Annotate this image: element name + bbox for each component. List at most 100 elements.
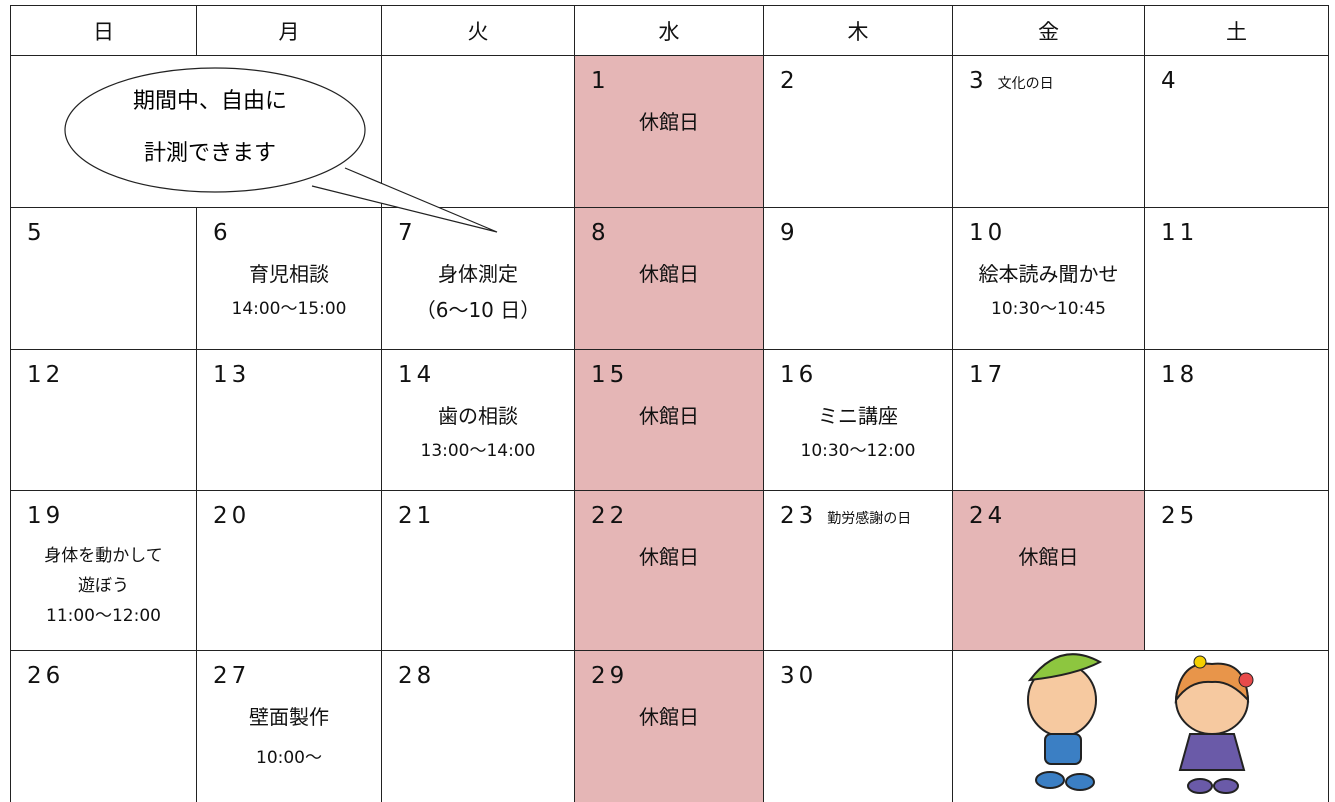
event-text: 休館日 (639, 705, 699, 729)
day-cell: 4 (1144, 55, 1329, 208)
event-text: 遊ぼう (78, 576, 129, 596)
event-text: 休館日 (639, 545, 699, 569)
day-number: 25 (1161, 503, 1198, 529)
day-number: 3 文化の日 (969, 68, 1054, 94)
event-text: 休館日 (639, 110, 699, 134)
weekday-header: 木 (763, 5, 953, 56)
day-number-text: 9 (780, 220, 799, 246)
day-number: 29 (591, 663, 628, 689)
day-cell: 1 休館日 (574, 55, 764, 208)
day-cell: 27 壁面製作 10:00〜 (196, 650, 382, 802)
day-number-text: 28 (398, 663, 436, 689)
character-girl (1174, 655, 1254, 794)
day-number: 21 (398, 503, 435, 529)
day-number-text: 5 (27, 220, 46, 246)
day-number-text: 10 (969, 220, 1007, 246)
day-cell: 30 (763, 650, 953, 802)
day-cell (381, 55, 575, 208)
day-number-text: 11 (1161, 220, 1199, 246)
day-number: 12 (27, 362, 64, 388)
event-text: 休館日 (639, 404, 699, 428)
weekday-header: 火 (381, 5, 575, 56)
speech-bubble (64, 67, 366, 193)
event-text: 10:00〜 (256, 747, 322, 768)
day-cell: 8 休館日 (574, 207, 764, 350)
day-cell: 11 (1144, 207, 1329, 350)
event-text: 育児相談 (249, 262, 329, 286)
day-number-text: 14 (398, 362, 436, 388)
day-number: 16 (780, 362, 817, 388)
day-number-text: 4 (1161, 68, 1180, 94)
event-text: 休館日 (639, 262, 699, 286)
day-number-text: 27 (213, 663, 251, 689)
day-number: 5 (27, 220, 46, 246)
day-cell (952, 650, 1329, 802)
day-number-text: 6 (213, 220, 232, 246)
day-number-text: 30 (780, 663, 818, 689)
day-cell: 9 (763, 207, 953, 350)
day-number: 19 (27, 503, 64, 529)
day-number-text: 16 (780, 362, 818, 388)
weekday-header: 土 (1144, 5, 1329, 56)
day-number: 30 (780, 663, 817, 689)
event-text: 歯の相談 (438, 404, 518, 428)
day-number: 1 (591, 68, 610, 94)
event-text: 休館日 (1018, 545, 1079, 569)
day-cell: 19 身体を動かして 遊ぼう 11:00〜12:00 (10, 490, 197, 651)
day-cell: 6 育児相談 14:00〜15:00 (196, 207, 382, 350)
weekday-header: 日 (10, 5, 197, 56)
day-cell: 5 (10, 207, 197, 350)
day-note: 勤労感謝の日 (827, 511, 912, 527)
day-number-text: 23 (780, 503, 818, 529)
day-number-text: 1 (591, 68, 610, 94)
day-cell: 3 文化の日 (952, 55, 1145, 208)
day-number: 24 (969, 503, 1006, 529)
day-number-text: 25 (1161, 503, 1199, 529)
day-number: 13 (213, 362, 250, 388)
day-note: 文化の日 (997, 76, 1054, 92)
day-number: 27 (213, 663, 250, 689)
day-number-text: 2 (780, 68, 799, 94)
day-number: 26 (27, 663, 64, 689)
day-cell: 2 (763, 55, 953, 208)
day-cell: 12 (10, 349, 197, 491)
day-number-text: 20 (213, 503, 251, 529)
event-text: 13:00〜14:00 (420, 440, 536, 461)
event-text: 身体を動かして (44, 546, 163, 566)
day-cell: 7 身体測定 （6〜10 日） (381, 207, 575, 350)
bubble-text: 期間中、自由に (133, 89, 287, 114)
bubble-tail (311, 167, 498, 233)
event-text: 身体測定 (438, 262, 518, 286)
day-number: 7 (398, 220, 417, 246)
event-text: 11:00〜12:00 (46, 606, 161, 626)
day-number: 10 (969, 220, 1006, 246)
day-cell: 29 休館日 (574, 650, 764, 802)
day-number-text: 18 (1161, 362, 1199, 388)
event-text: 10:30〜12:00 (800, 440, 916, 461)
day-number: 18 (1161, 362, 1198, 388)
day-cell: 23 勤労感謝の日 (763, 490, 953, 651)
day-cell: 28 (381, 650, 575, 802)
day-number-text: 13 (213, 362, 251, 388)
day-number: 15 (591, 362, 628, 388)
day-number: 9 (780, 220, 799, 246)
day-number-text: 24 (969, 503, 1007, 529)
day-cell: 14 歯の相談 13:00〜14:00 (381, 349, 575, 491)
day-cell: 13 (196, 349, 382, 491)
day-number-text: 19 (27, 503, 65, 529)
day-cell: 20 (196, 490, 382, 651)
day-number-text: 8 (591, 220, 610, 246)
day-number-text: 12 (27, 362, 65, 388)
character-boy (1027, 653, 1103, 791)
day-cell: 10 絵本読み聞かせ 10:30〜10:45 (952, 207, 1145, 350)
day-number: 2 (780, 68, 799, 94)
day-number: 4 (1161, 68, 1180, 94)
event-text: ミニ講座 (818, 404, 898, 428)
bubble-text: 計測できます (144, 141, 276, 166)
day-number: 6 (213, 220, 232, 246)
event-text: 壁面製作 (249, 705, 329, 729)
event-text: 14:00〜15:00 (231, 299, 347, 319)
day-number-text: 15 (591, 362, 629, 388)
event-text: 絵本読み聞かせ (978, 262, 1119, 286)
